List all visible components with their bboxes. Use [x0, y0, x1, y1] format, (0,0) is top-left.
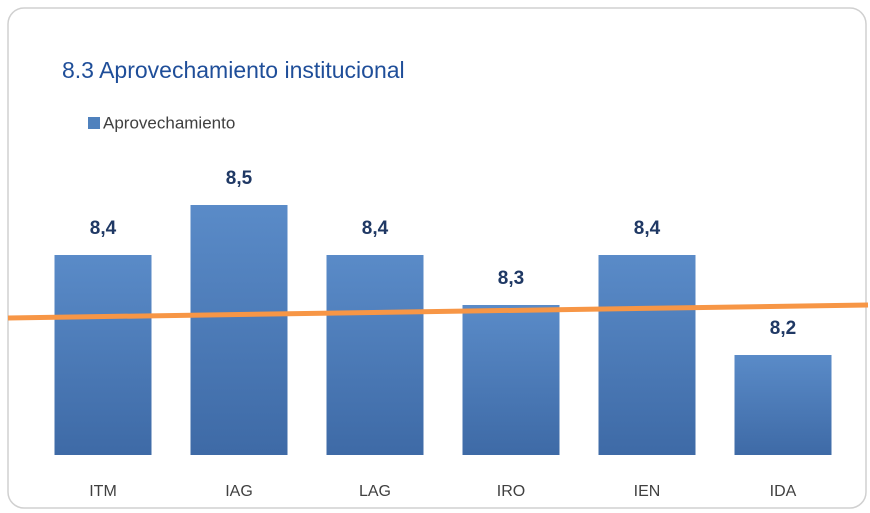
- bar: [190, 205, 288, 455]
- x-tick-label: ITM: [89, 483, 117, 500]
- bar: [734, 355, 832, 455]
- data-label: 8,3: [498, 268, 524, 289]
- x-tick-label: IRO: [497, 483, 525, 500]
- legend-swatch: [88, 117, 100, 129]
- data-label: 8,4: [362, 218, 389, 239]
- x-tick-label: LAG: [359, 483, 391, 500]
- chart-title: 8.3 Aprovechamiento institucional: [62, 57, 405, 83]
- bar: [54, 255, 152, 455]
- bar: [462, 305, 560, 455]
- data-label: 8,2: [770, 318, 796, 339]
- bar: [326, 255, 424, 455]
- data-label: 8,5: [226, 168, 253, 189]
- data-label: 8,4: [90, 218, 117, 239]
- x-tick-label: IDA: [770, 483, 797, 500]
- legend-label: Aprovechamiento: [103, 113, 235, 132]
- x-tick-label: IAG: [225, 483, 253, 500]
- bar: [598, 255, 696, 455]
- trend-line: [7, 302, 869, 321]
- data-label: 8,4: [634, 218, 661, 239]
- x-tick-label: IEN: [634, 483, 661, 500]
